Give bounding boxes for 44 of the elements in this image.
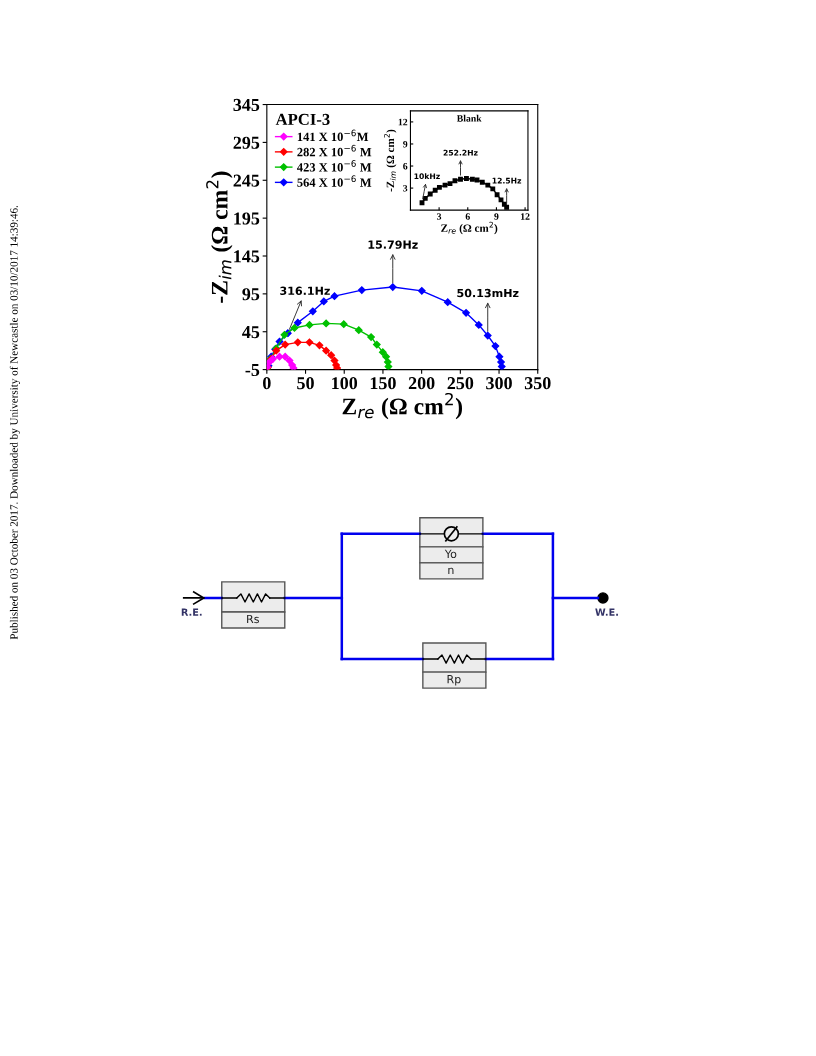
annotation: 316.1Hz	[280, 286, 330, 295]
x-axis-title: Z$_{re}$ (Ω cm$^{2}$)	[342, 392, 463, 420]
annotation: 15.79Hz	[368, 240, 418, 249]
y-tick-label: 295	[233, 136, 260, 149]
x-axis-title: Z$_{re}$ (Ω cm$^{2}$)	[441, 221, 498, 235]
y-tick-label: 345	[233, 98, 260, 111]
y-tick-label: -5	[245, 364, 260, 377]
y-tick-label: 12	[398, 118, 408, 126]
y-tick-label: 45	[242, 326, 260, 339]
y-axis-title: -Z$_{im}$ (Ω cm$^{2}$)	[384, 129, 397, 192]
text: Published on 03 October 2017. Downloaded by University of Newcastle on 03/10/2017 14:39:46.	[9, 205, 21, 640]
y-tick-label: 245	[233, 174, 260, 187]
legend-label: 564 X 10$^{−6}$ M	[297, 175, 372, 187]
y-tick-label: 145	[234, 250, 260, 263]
x-tick-label: 6	[465, 213, 470, 220]
x-tick-label: 3	[437, 213, 442, 220]
y-axis-title: -Z$_{im}$ (Ω cm$^{2}$)	[206, 171, 233, 303]
x-tick-label: 100	[332, 377, 358, 390]
y-tick-label: 6	[403, 162, 408, 170]
x-tick-label: 300	[486, 377, 512, 390]
legend-label: 282 X 10$^{−6}$ M	[297, 144, 372, 157]
x-tick-label: 350	[524, 377, 551, 390]
x-tick-label: 250	[447, 377, 474, 390]
y-tick-label: 9	[403, 140, 408, 148]
annotation: 50.13mHz	[457, 288, 519, 298]
legend-label: 423 X 10$^{−6}$ M	[297, 160, 372, 172]
y-tick-label: 95	[242, 288, 260, 301]
x-tick-label: 150	[370, 377, 396, 390]
text: Rp	[447, 675, 461, 686]
x-tick-label: 0	[263, 377, 271, 390]
chart-title: Blank	[456, 114, 482, 122]
text: W.E.	[595, 608, 618, 616]
y-tick-label: 3	[403, 185, 408, 192]
text: n	[448, 567, 454, 574]
y-tick-label: 195	[234, 212, 260, 225]
text: Yo	[444, 549, 457, 559]
x-tick-label: 200	[408, 377, 435, 390]
x-tick-label: 50	[297, 377, 314, 390]
text: Rs	[247, 614, 259, 624]
legend-label: 141 X 10$^{−6}$M	[297, 129, 369, 142]
legend-title: APCI-3	[275, 113, 330, 126]
x-tick-label: 12	[521, 213, 530, 220]
x-tick-label: 9	[494, 213, 499, 220]
text: R.E.	[181, 608, 202, 616]
